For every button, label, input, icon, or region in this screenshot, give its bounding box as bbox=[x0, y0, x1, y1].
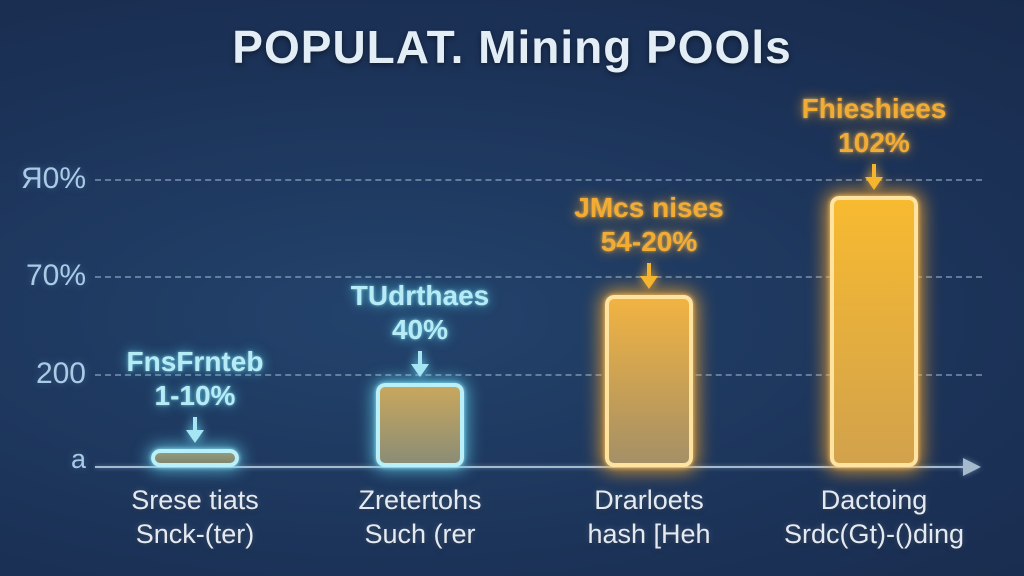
x-category-label-4: Dactoing Srdc(Gt)-()ding bbox=[783, 485, 965, 549]
bar-group-1: FnsFrnteb 1-10% bbox=[85, 345, 305, 467]
bar-annotation: JMcs nises 54-20% bbox=[574, 191, 723, 259]
bar-1 bbox=[151, 449, 239, 467]
bar-annotation-value: 40% bbox=[391, 314, 449, 345]
gridline-middle bbox=[95, 276, 982, 278]
bar-annotation-name: JMcs nises bbox=[574, 192, 724, 223]
gridline-top bbox=[95, 179, 982, 181]
y-axis-tick-origin: a bbox=[70, 444, 86, 474]
y-axis-tick-top: Я0% bbox=[20, 162, 86, 195]
x-axis-line bbox=[95, 466, 965, 468]
x-axis-arrowhead-icon bbox=[963, 458, 981, 476]
bar-group-2: TUdrthaes 40% bbox=[310, 279, 530, 467]
bar-3 bbox=[605, 295, 693, 467]
bar-annotation-value: 102% bbox=[838, 127, 910, 158]
arrow-down-icon bbox=[640, 263, 658, 289]
y-axis-tick-upper: 70% bbox=[25, 259, 86, 292]
bar-annotation-name: TUdrthaes bbox=[350, 280, 490, 311]
arrow-down-icon bbox=[186, 417, 204, 443]
bar-annotation-value: 1-10% bbox=[154, 380, 236, 411]
bar-annotation-name: Fhieshiees bbox=[801, 93, 947, 124]
bar-annotation-value: 54-20% bbox=[600, 226, 698, 257]
x-category-label-3: Drarloets hash [Heh bbox=[587, 485, 711, 549]
arrow-down-icon bbox=[865, 164, 883, 190]
bar-group-3: JMcs nises 54-20% bbox=[539, 191, 759, 467]
chart-title: POPULAT. Mining POOls bbox=[232, 21, 792, 73]
bar-annotation: TUdrthaes 40% bbox=[351, 279, 489, 347]
bar-group-4: Fhieshiees 102% bbox=[764, 92, 984, 467]
y-axis-tick-mid: 200 bbox=[35, 357, 86, 390]
x-category-label-2: Zretertohs Such (rer bbox=[358, 485, 482, 549]
bar-annotation: Fhieshiees 102% bbox=[802, 92, 947, 160]
bar-4 bbox=[830, 196, 918, 467]
bar-annotation: FnsFrnteb 1-10% bbox=[127, 345, 264, 413]
x-category-label-1: Srese tiats Snck-(ter) bbox=[131, 485, 259, 549]
gridline-lower bbox=[95, 374, 982, 376]
arrow-down-icon bbox=[411, 351, 429, 377]
bar-annotation-name: FnsFrnteb bbox=[126, 346, 264, 377]
bar-2 bbox=[376, 383, 464, 467]
